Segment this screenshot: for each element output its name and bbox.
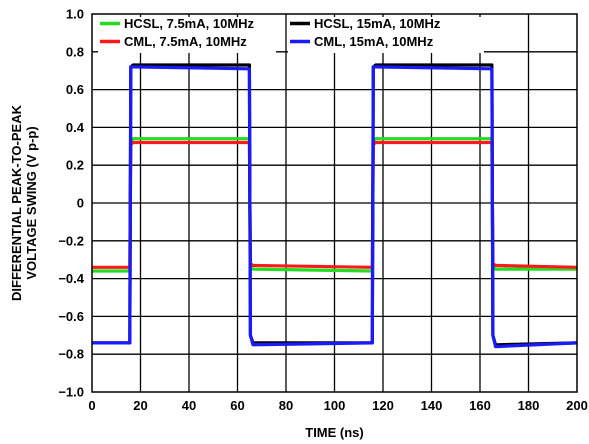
legend-backgrounds	[98, 17, 484, 53]
legend-background-left	[98, 17, 276, 53]
y-tick-label: −1.0	[58, 385, 84, 400]
y-tick-label: 0.6	[66, 82, 84, 97]
legend-label-4: CML, 15mA, 10MHz	[314, 34, 434, 49]
x-tick-label: 40	[182, 398, 196, 413]
x-tick-label: 60	[230, 398, 244, 413]
y-axis-title-line-1: DIFFERENTIAL PEAK-TO-PEAK	[9, 104, 24, 301]
grid-lines	[92, 14, 577, 392]
legend-background-right	[288, 17, 484, 53]
y-tick-label: −0.6	[58, 309, 84, 324]
x-tick-label: 0	[88, 398, 95, 413]
y-tick-label: −0.4	[58, 271, 84, 286]
legend: HCSL, 7.5mA, 10MHz CML, 7.5mA, 10MHz HCSL,…	[100, 16, 441, 49]
plot-frame	[91, 13, 578, 393]
x-tick-labels: 0 20 40 60 80 100 120 140 160 180 200	[88, 398, 587, 413]
y-tick-label: 0.8	[66, 44, 84, 59]
x-tick-label: 160	[469, 398, 491, 413]
x-tick-label: 140	[421, 398, 443, 413]
x-tick-label: 80	[279, 398, 293, 413]
y-tick-label: −0.8	[58, 347, 84, 362]
y-axis-title-line-2: VOLTAGE SWING (V p-p)	[24, 126, 39, 279]
legend-label-1: HCSL, 7.5mA, 10MHz	[124, 16, 255, 31]
series-line-4	[92, 65, 578, 349]
series-lines	[92, 63, 578, 349]
legend-label-2: CML, 7.5mA, 10MHz	[124, 34, 247, 49]
y-tick-label: 0.2	[66, 158, 84, 173]
y-axis-title: DIFFERENTIAL PEAK-TO-PEAK VOLTAGE SWING …	[9, 104, 39, 301]
x-axis-title: TIME (ns)	[305, 425, 364, 440]
x-tick-label: 180	[518, 398, 540, 413]
x-tick-label: 100	[324, 398, 346, 413]
x-tick-label: 200	[566, 398, 588, 413]
x-tick-label: 120	[372, 398, 394, 413]
y-tick-labels: −1.0 −0.8 −0.6 −0.4 −0.2 0 0.2 0.4 0.6 0.8 1.0	[58, 7, 84, 400]
x-tick-label: 20	[133, 398, 147, 413]
y-tick-label: 0	[77, 196, 84, 211]
legend-label-3: HCSL, 15mA, 10MHz	[314, 16, 441, 31]
y-tick-label: 1.0	[66, 7, 84, 22]
y-tick-label: 0.4	[66, 120, 85, 135]
y-tick-label: −0.2	[58, 233, 84, 248]
